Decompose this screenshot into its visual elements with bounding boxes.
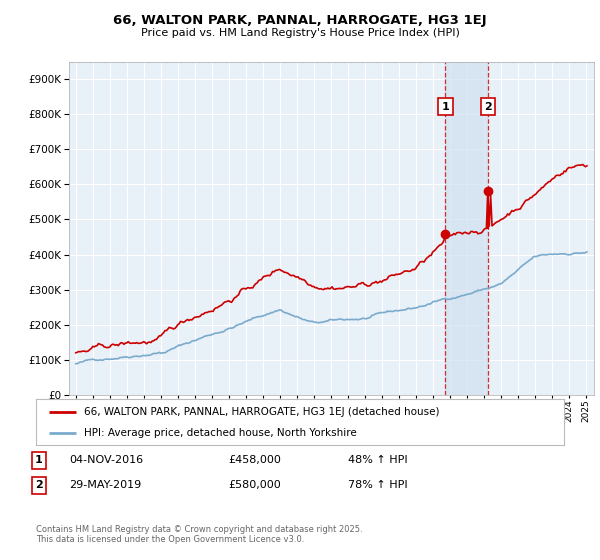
Text: Contains HM Land Registry data © Crown copyright and database right 2025.
This d: Contains HM Land Registry data © Crown c…: [36, 525, 362, 544]
Text: 66, WALTON PARK, PANNAL, HARROGATE, HG3 1EJ (detached house): 66, WALTON PARK, PANNAL, HARROGATE, HG3 …: [83, 407, 439, 417]
Text: 66, WALTON PARK, PANNAL, HARROGATE, HG3 1EJ: 66, WALTON PARK, PANNAL, HARROGATE, HG3 …: [113, 14, 487, 27]
Text: 04-NOV-2016: 04-NOV-2016: [69, 455, 143, 465]
Text: 48% ↑ HPI: 48% ↑ HPI: [348, 455, 407, 465]
Text: 78% ↑ HPI: 78% ↑ HPI: [348, 480, 407, 491]
Text: 29-MAY-2019: 29-MAY-2019: [69, 480, 141, 491]
Text: HPI: Average price, detached house, North Yorkshire: HPI: Average price, detached house, Nort…: [83, 428, 356, 438]
Text: 1: 1: [442, 101, 449, 111]
Text: £580,000: £580,000: [228, 480, 281, 491]
Text: 1: 1: [35, 455, 43, 465]
Text: 2: 2: [35, 480, 43, 491]
Text: Price paid vs. HM Land Registry's House Price Index (HPI): Price paid vs. HM Land Registry's House …: [140, 28, 460, 38]
Text: 2: 2: [484, 101, 491, 111]
Text: £458,000: £458,000: [228, 455, 281, 465]
Bar: [445, 62, 488, 395]
